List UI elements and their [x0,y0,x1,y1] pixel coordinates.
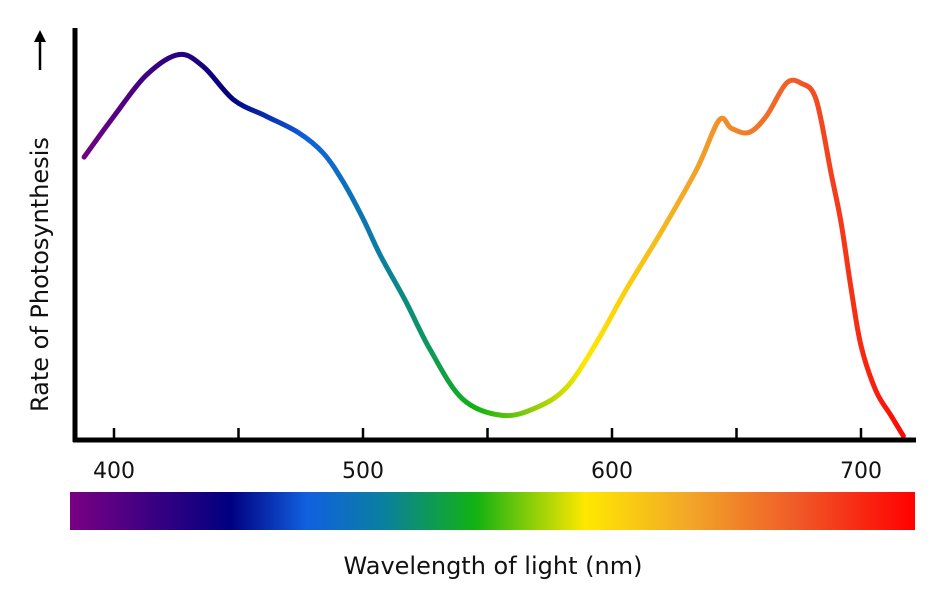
x-tick-label: 400 [93,459,135,484]
x-tick-label: 700 [840,459,882,484]
x-tick-label: 600 [591,459,633,484]
y-axis-title: Rate of Photosynthesis [26,137,54,412]
data-series-line [81,51,906,439]
spectrum-bar [70,492,915,530]
x-tick-label: 500 [342,459,384,484]
x-axis-title: Wavelength of light (nm) [344,552,643,580]
up-arrow-icon [34,30,46,70]
